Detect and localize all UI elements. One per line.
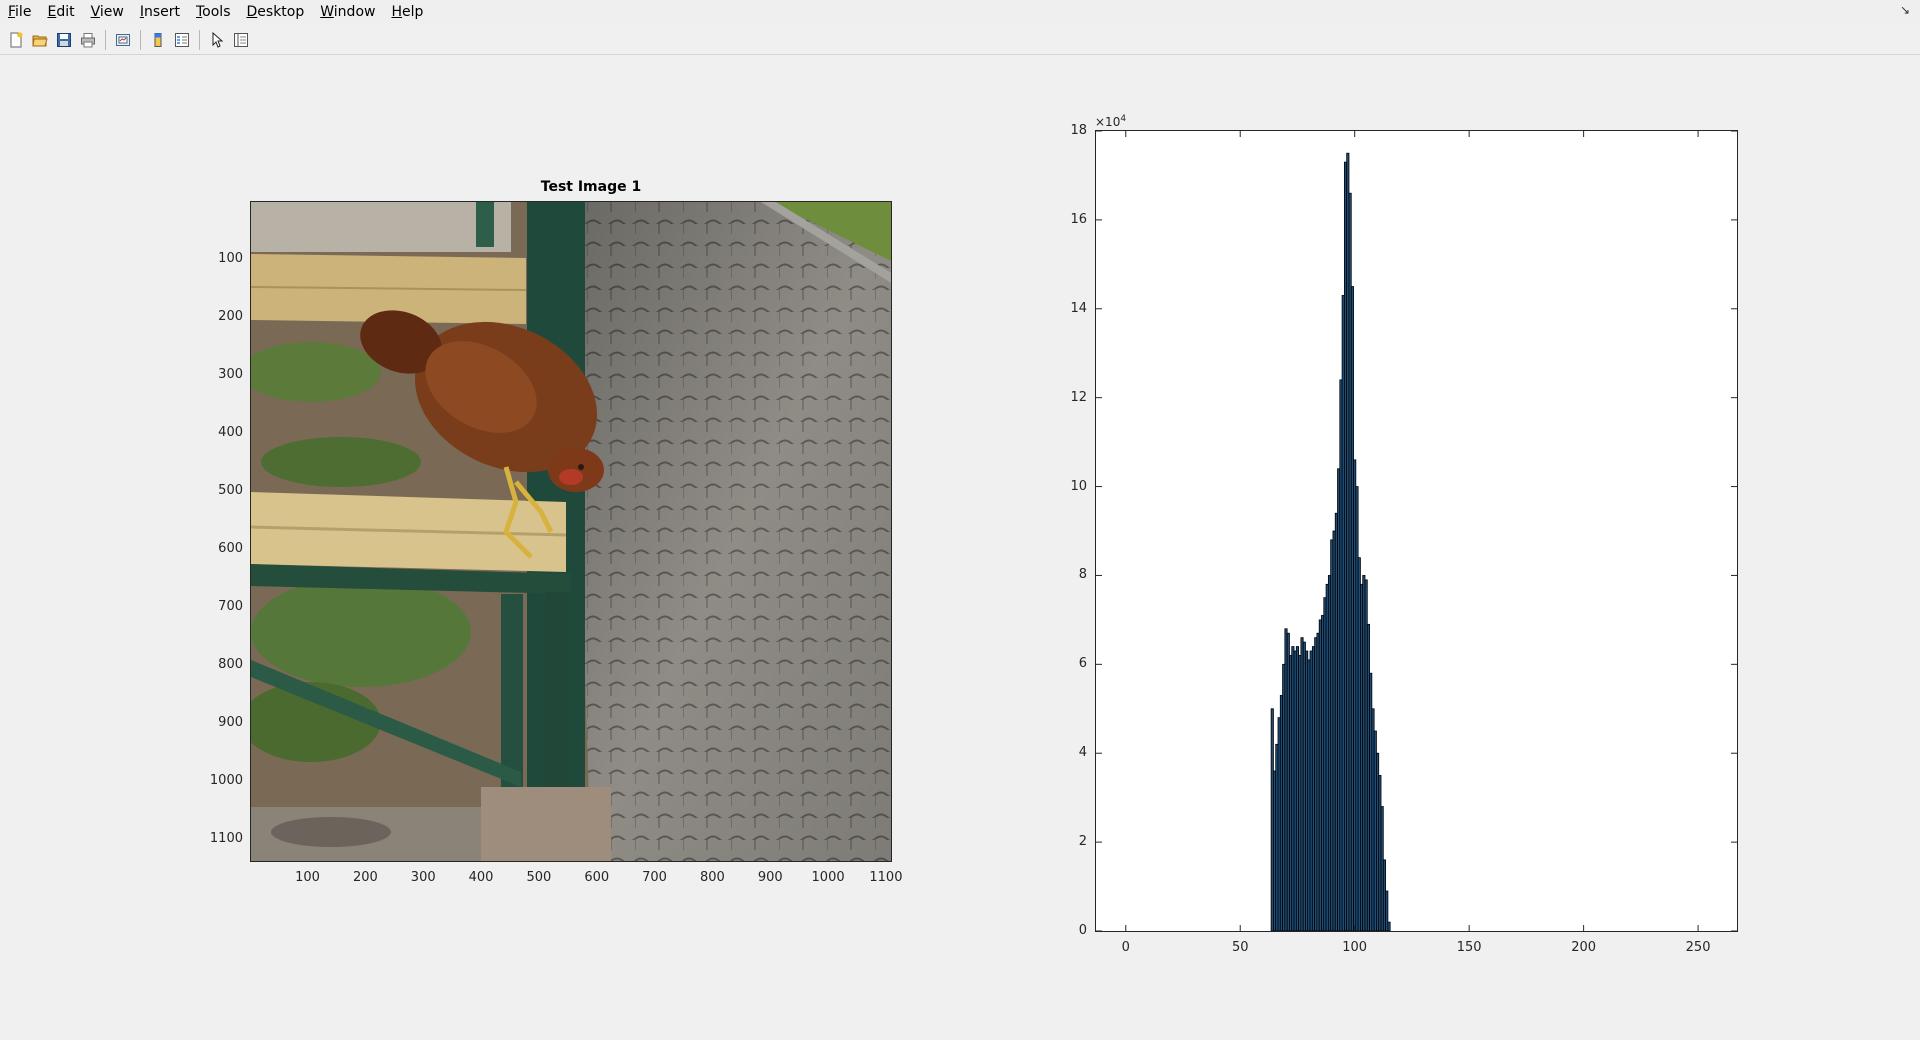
menu-desktop[interactable]: Desktop — [246, 4, 305, 20]
histogram-y-tick-label: 8 — [1078, 567, 1087, 583]
image-x-tick-label: 1000 — [811, 870, 845, 885]
image-y-tick-label: 900 — [218, 714, 243, 730]
histogram-bar — [1385, 890, 1389, 931]
image-y-tick-label: 400 — [218, 424, 243, 440]
menu-mnemonic: E — [47, 4, 57, 20]
image-x-tick-label: 900 — [757, 870, 783, 885]
image-y-tick-label: 200 — [218, 308, 243, 324]
y-exponent-power: 4 — [1120, 114, 1127, 124]
toolbar-separator — [199, 30, 200, 50]
image-y-tick-label: 600 — [218, 540, 243, 556]
histogram-x-tick-label: 100 — [1342, 940, 1368, 955]
histogram-y-tick-label: 14 — [1070, 300, 1087, 316]
link-plot-icon[interactable] — [112, 29, 134, 51]
toolbar-separator — [105, 30, 106, 50]
menu-mnemonic: F — [8, 4, 16, 20]
image-x-tick-label: 700 — [642, 870, 667, 885]
histogram-bar — [1387, 921, 1391, 931]
menu-mnemonic: H — [391, 4, 402, 20]
image-axes-title: Test Image 1 — [540, 179, 642, 195]
histogram-y-tick-label: 16 — [1070, 211, 1087, 227]
menu-mnemonic: W — [320, 4, 334, 20]
image-x-tick-label: 500 — [526, 870, 552, 885]
histogram-plot-area[interactable] — [1095, 130, 1738, 932]
image-x-tick-label: 300 — [410, 870, 436, 885]
histogram-y-tick-label: 18 — [1070, 123, 1087, 138]
histogram-y-tick-label: 12 — [1070, 389, 1087, 405]
menu-mnemonic: V — [90, 4, 100, 20]
y-exponent-base: ×10 — [1095, 115, 1121, 129]
histogram-y-tick-label: 10 — [1070, 478, 1087, 494]
histogram-x-tick-label: 0 — [1121, 940, 1130, 955]
menu-view[interactable]: View — [90, 4, 124, 20]
menu-mnemonic: D — [246, 4, 258, 20]
menu-edit[interactable]: Edit — [47, 4, 75, 20]
image-plot-area[interactable] — [250, 201, 892, 862]
image-x-tick-label: 800 — [699, 870, 725, 885]
insert-legend-icon[interactable] — [171, 29, 193, 51]
image-x-tick-label: 600 — [584, 870, 610, 885]
image-y-tick-label: 300 — [218, 366, 243, 382]
histogram-x-tick-label: 50 — [1231, 940, 1249, 955]
image-y-tick-label: 700 — [218, 598, 243, 614]
menu-help[interactable]: Help — [391, 4, 424, 20]
menu-file[interactable]: File — [8, 4, 32, 20]
image-y-tick-label: 1100 — [209, 830, 243, 846]
menu-window[interactable]: Window — [320, 4, 376, 20]
edit-plot-icon[interactable] — [206, 29, 228, 51]
undock-figure-icon[interactable]: ↘ — [1899, 3, 1911, 17]
image-y-tick-label: 800 — [218, 656, 243, 672]
histogram-x-tick-label: 200 — [1571, 940, 1597, 955]
menu-mnemonic: I — [139, 4, 144, 20]
histogram-x-tick-label: 150 — [1456, 940, 1482, 955]
image-y-tick-label: 500 — [218, 482, 243, 498]
insert-colorbar-icon[interactable] — [147, 29, 169, 51]
histogram-y-tick-label: 4 — [1078, 745, 1087, 761]
menu-tools[interactable]: Tools — [195, 4, 231, 20]
property-inspector-icon[interactable] — [230, 29, 252, 51]
histogram-y-tick-label: 6 — [1078, 656, 1087, 672]
chicken-photo — [251, 202, 891, 861]
image-x-tick-label: 1100 — [869, 870, 903, 885]
save-figure-icon[interactable] — [53, 29, 75, 51]
print-figure-icon[interactable] — [77, 29, 99, 51]
histogram-y-tick-label: 2 — [1078, 834, 1087, 850]
image-x-tick-label: 100 — [295, 870, 320, 885]
image-x-tick-label: 200 — [352, 870, 378, 885]
image-y-tick-label: 100 — [218, 250, 243, 266]
toolbar-separator — [140, 30, 141, 50]
image-y-tick-label: 1000 — [209, 772, 243, 788]
menubar: File Edit View Insert Tools Desktop Window Help — [0, 0, 1920, 25]
y-exponent-label: ×104 — [1095, 114, 1126, 129]
open-file-icon[interactable] — [29, 29, 51, 51]
histogram-svg — [1096, 131, 1737, 931]
menu-mnemonic: T — [195, 4, 203, 20]
histogram-y-tick-label: 0 — [1078, 923, 1087, 938]
figure-toolbar — [0, 26, 1920, 55]
new-figure-icon[interactable] — [5, 29, 27, 51]
image-x-tick-label: 400 — [468, 870, 494, 885]
menu-insert[interactable]: Insert — [139, 4, 180, 20]
histogram-x-tick-label: 250 — [1685, 940, 1711, 955]
